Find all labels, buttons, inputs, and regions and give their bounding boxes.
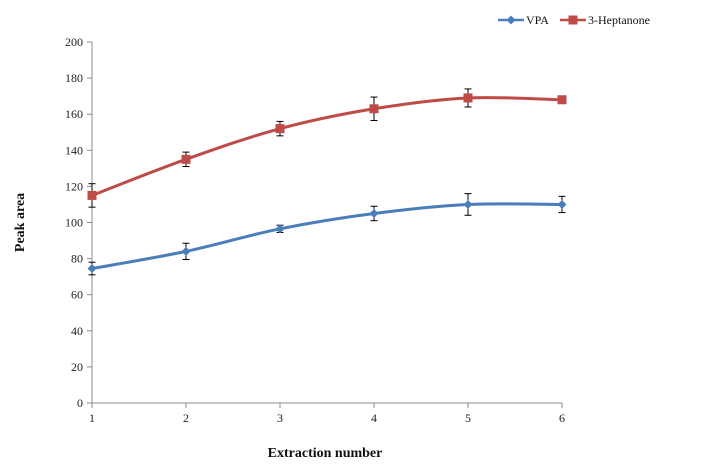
y-tick-label: 40 [71, 324, 83, 338]
legend: VPA 3-Heptanone [498, 13, 650, 27]
data-point-vpa [557, 199, 567, 209]
data-point-vpa [181, 246, 191, 256]
x-tick-label: 3 [277, 411, 283, 425]
legend-label-vpa: VPA [526, 13, 549, 27]
legend-entry-vpa: VPA [498, 13, 549, 27]
data-point-vpa [275, 224, 285, 234]
y-tick-label: 0 [77, 396, 83, 410]
data-point-3-heptanone [87, 190, 97, 200]
series-line-3-heptanone [91, 96, 563, 197]
data-point-3-heptanone [275, 124, 285, 134]
y-tick-label: 80 [71, 252, 83, 266]
y-tick-label: 200 [65, 35, 83, 49]
series-vpa [87, 193, 567, 276]
series-line-vpa [91, 202, 563, 271]
data-point-3-heptanone [181, 154, 191, 164]
data-point-3-heptanone [369, 104, 379, 114]
x-tick-label: 6 [559, 411, 565, 425]
data-point-3-heptanone [463, 93, 473, 103]
x-tick-label: 2 [183, 411, 189, 425]
y-tick-label: 100 [65, 216, 83, 230]
data-point-3-heptanone [557, 95, 567, 105]
legend-marker-3-heptanone [568, 15, 578, 25]
data-point-vpa [463, 199, 473, 209]
y-tick-label: 20 [71, 360, 83, 374]
legend-entry-3-heptanone: 3-Heptanone [560, 13, 650, 27]
y-tick-label: 180 [65, 71, 83, 85]
x-tick-label: 5 [465, 411, 471, 425]
y-tick-label: 160 [65, 107, 83, 121]
y-tick-label: 120 [65, 179, 83, 193]
y-tick-label: 140 [65, 143, 83, 157]
x-axis-title: Extraction number [268, 446, 383, 461]
x-tick-label: 1 [89, 411, 95, 425]
series-3-heptanone [87, 88, 567, 208]
y-axis-title: Peak area [13, 193, 28, 252]
legend-label-3-heptanone: 3-Heptanone [588, 13, 650, 27]
legend-marker-vpa [506, 15, 516, 25]
ticks-layer: 0 20 40 60 80 100 120 140 160 180 200 1 2 3 4 5 6 [65, 35, 565, 425]
data-point-vpa [369, 208, 379, 218]
data-point-vpa [87, 264, 97, 274]
series-layer [87, 88, 567, 276]
x-tick-label: 4 [371, 411, 377, 425]
y-tick-label: 60 [71, 288, 83, 302]
